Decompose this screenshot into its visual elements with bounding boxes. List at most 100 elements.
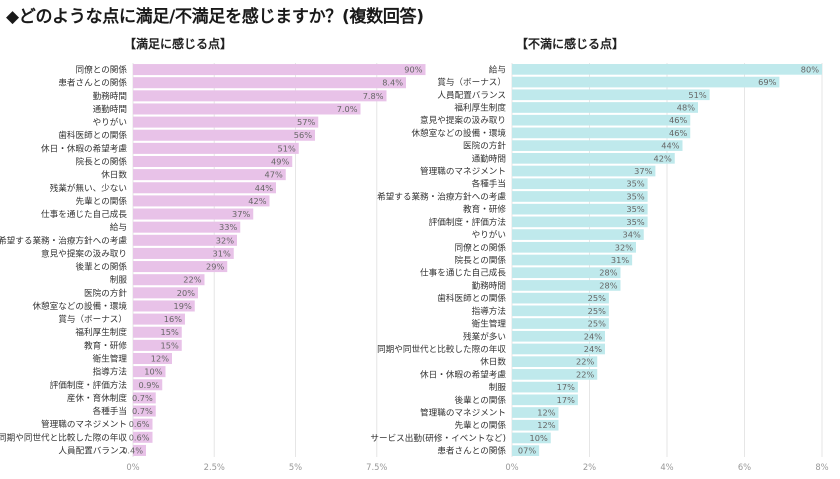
dissatisfied-category-label: 院長との関係: [455, 254, 507, 266]
dissatisfied-chart-title: 【不満に感じる点】: [516, 36, 624, 51]
dissatisfied-value-label: 48%: [677, 102, 695, 112]
satisfied-category-label: 衛生管理: [93, 353, 128, 365]
dissatisfied-bar: [512, 292, 609, 304]
satisfied-category-label: 賞与（ボーナス）: [58, 313, 127, 325]
satisfied-value-label: 15%: [161, 327, 179, 337]
satisfied-bar: [133, 339, 182, 351]
satisfied-value-label: 0.9%: [138, 380, 159, 390]
dissatisfied-value-label: 10%: [530, 433, 548, 443]
dissatisfied-bar: [512, 267, 621, 279]
dissatisfied-category-label: 通勤時間: [472, 152, 506, 164]
satisfied-bar: [133, 379, 163, 391]
dissatisfied-value-label: 44%: [661, 141, 679, 151]
satisfied-category-label: 医院の方針: [84, 287, 127, 299]
page-title: ◆どのような点に満足/不満足を感じますか？(複数回答): [6, 7, 424, 27]
satisfied-value-label: 22%: [183, 275, 201, 285]
dissatisfied-category-label: 先輩との関係: [455, 419, 507, 431]
satisfied-bar: [133, 366, 166, 378]
dissatisfied-value-label: 35%: [626, 217, 644, 227]
satisfied-tick-label: 7.5%: [366, 462, 387, 472]
dissatisfied-bar: [512, 89, 710, 101]
dissatisfied-category-label: 評価制度・評価方法: [429, 216, 507, 228]
dissatisfied-bar: [512, 165, 656, 177]
dissatisfied-bar: [512, 140, 683, 151]
dissatisfied-value-label: 35%: [626, 204, 644, 214]
satisfied-bar: [133, 208, 254, 220]
dissatisfied-value-label: 80%: [801, 64, 819, 74]
dissatisfied-bar: [512, 127, 691, 139]
satisfied-category-label: 同僚との関係: [76, 64, 128, 76]
satisfied-value-label: 0.6%: [129, 419, 150, 429]
dissatisfied-value-label: 32%: [615, 242, 633, 252]
dissatisfied-category-label: サービス出勤(研修・イベントなど): [370, 432, 506, 444]
dissatisfied-bar: [512, 229, 644, 240]
satisfied-category-label: 患者さんとの関係: [58, 77, 127, 89]
satisfied-category-label: 産休・育休制度: [67, 392, 128, 404]
dissatisfied-bar: [512, 432, 551, 444]
dissatisfied-bar: [512, 76, 780, 88]
dissatisfied-category-label: 給与: [489, 63, 506, 75]
dissatisfied-bar: [512, 102, 698, 113]
satisfied-category-label: 歯科医師との関係: [58, 129, 127, 141]
dissatisfied-bar: [512, 114, 691, 126]
satisfied-value-label: 20%: [177, 288, 195, 298]
satisfied-value-label: 0.7%: [132, 406, 153, 416]
satisfied-category-label: 休日数: [101, 169, 127, 181]
dissatisfied-category-label: 賞与（ボーナス）: [437, 76, 506, 88]
dissatisfied-value-label: 31%: [611, 255, 629, 265]
satisfied-bar: [133, 155, 293, 168]
satisfied-value-label: 7.0%: [337, 104, 358, 114]
satisfied-bar: [133, 405, 156, 417]
satisfied-bar: [133, 287, 198, 299]
satisfied-bar: [133, 182, 276, 194]
dissatisfied-bar: [512, 64, 822, 75]
satisfied-value-label: 32%: [216, 235, 234, 245]
dissatisfied-category-label: 医院の方針: [463, 140, 506, 152]
dissatisfied-bar: [512, 330, 605, 342]
satisfied-value-label: 0.4%: [122, 445, 143, 455]
satisfied-value-label: 33%: [219, 222, 237, 232]
satisfied-category-label: 後輩との関係: [76, 261, 128, 273]
dissatisfied-category-label: 希望する業務・治療方針への考慮: [377, 190, 506, 202]
satisfied-category-label: 残業が無い、少ない: [50, 182, 127, 194]
dissatisfied-bar: [512, 152, 675, 164]
dissatisfied-value-label: 17%: [557, 382, 575, 392]
dissatisfied-category-label: 同僚との関係: [455, 241, 507, 253]
dissatisfied-tick-label: 8%: [815, 462, 828, 472]
satisfied-chart: 【満足に感じる点】 0% 2.5% 5% 7.5% 同僚との関係 90% 患者さんとの関係 8…: [0, 36, 426, 472]
dissatisfied-category-label: 管理職のマネジメント: [420, 165, 506, 177]
dissatisfied-bar: [512, 305, 609, 317]
satisfied-category-label: やりがい: [93, 116, 127, 128]
dissatisfied-category-label: 後輩との関係: [455, 394, 507, 406]
dissatisfied-bar: [512, 254, 633, 266]
dissatisfied-value-label: 37%: [634, 166, 652, 176]
dissatisfied-bar: [512, 191, 648, 202]
satisfied-category-label: 教育・研修: [84, 339, 127, 351]
satisfied-value-label: 0.7%: [132, 393, 153, 403]
dissatisfied-value-label: 35%: [626, 191, 644, 201]
dissatisfied-category-label: 指導方法: [472, 305, 507, 317]
dissatisfied-value-label: 24%: [584, 331, 602, 341]
dissatisfied-category-label: 仕事を通じた自己成長: [420, 267, 506, 279]
dissatisfied-value-label: 28%: [599, 280, 617, 290]
satisfied-value-label: 15%: [161, 340, 179, 350]
satisfied-bar: [133, 261, 228, 273]
satisfied-bar: [133, 392, 156, 404]
satisfied-category-label: 指導方法: [93, 366, 128, 378]
dissatisfied-value-label: 46%: [669, 128, 687, 138]
dissatisfied-bar: [512, 381, 578, 393]
satisfied-bar: [133, 431, 153, 443]
dissatisfied-category-label: やりがい: [472, 229, 506, 241]
satisfied-value-label: 56%: [294, 130, 312, 140]
satisfied-bar: [133, 313, 185, 325]
dissatisfied-category-label: 各種手当: [472, 178, 506, 190]
dissatisfied-bar: [512, 343, 605, 355]
dissatisfied-category-label: 歯科医師との関係: [437, 292, 506, 304]
satisfied-category-label: 各種手当: [93, 405, 127, 417]
satisfied-chart-title: 【満足に感じる点】: [124, 36, 232, 51]
dissatisfied-category-label: 残業が多い: [463, 330, 506, 342]
dissatisfied-value-label: 42%: [654, 153, 672, 163]
satisfied-bar: [133, 129, 315, 141]
dissatisfied-value-label: 22%: [576, 357, 594, 367]
